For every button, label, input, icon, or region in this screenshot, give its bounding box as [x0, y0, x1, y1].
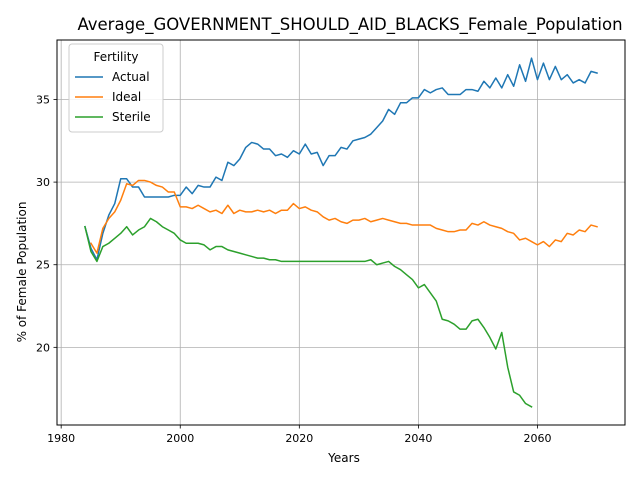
- x-tick-label: 2040: [404, 432, 432, 445]
- x-tick-label: 2020: [285, 432, 313, 445]
- series-line-actual: [84, 57, 598, 261]
- plot-area-frame: [56, 39, 626, 426]
- legend: Fertility Actual Ideal Sterile: [68, 43, 164, 133]
- legend-label-sterile: Sterile: [112, 110, 151, 124]
- x-tick-label: 2060: [523, 432, 551, 445]
- grid-lines: [57, 40, 625, 425]
- y-axis-label: % of Female Population: [15, 202, 29, 343]
- series-line-sterile: [84, 217, 533, 408]
- legend-label-actual: Actual: [112, 70, 150, 84]
- legend-title: Fertility: [93, 50, 138, 64]
- series-lines: [84, 57, 598, 408]
- x-axis-ticks: 1980 2000 2020 2040 2060: [47, 425, 551, 445]
- y-tick-label: 35: [36, 93, 50, 106]
- y-tick-label: 25: [36, 259, 50, 272]
- y-tick-label: 20: [36, 341, 50, 354]
- legend-box: [68, 43, 164, 133]
- legend-label-ideal: Ideal: [112, 90, 141, 104]
- chart-title: Average_GOVERNMENT_SHOULD_AID_BLACKS_Fem…: [77, 15, 622, 35]
- series-line-ideal: [89, 179, 598, 254]
- y-tick-label: 30: [36, 176, 50, 189]
- x-tick-label: 2000: [166, 432, 194, 445]
- x-tick-label: 1980: [47, 432, 75, 445]
- x-axis-label: Years: [327, 451, 360, 465]
- y-axis-ticks: 20 25 30 35: [36, 93, 57, 354]
